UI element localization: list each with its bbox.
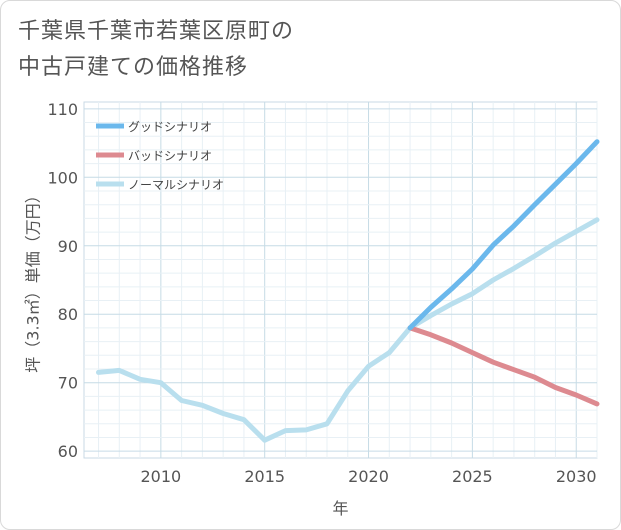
y-axis-title: 坪（3.3㎡）単価（万円）	[24, 187, 43, 372]
x-tick-label: 2015	[244, 467, 285, 486]
legend-label: バッドシナリオ	[128, 149, 212, 163]
x-axis-title: 年	[332, 499, 348, 518]
y-tick-label: 70	[58, 374, 78, 393]
y-tick-label: 90	[58, 237, 78, 256]
tick-labels: 2010 2015 2020 2025 2030 60 70 80 90 100 110	[47, 100, 596, 486]
legend-label: グッドシナリオ	[128, 120, 212, 134]
y-tick-label: 110	[47, 100, 78, 119]
y-tick-label: 60	[58, 442, 78, 461]
x-tick-label: 2030	[556, 467, 597, 486]
chart-title-line-1: 千葉県千葉市若葉区原町の	[18, 19, 295, 44]
chart-title: 千葉県千葉市若葉区原町の 中古戸建ての価格推移	[18, 14, 294, 86]
x-tick-label: 2010	[140, 467, 181, 486]
series-line-bad	[407, 325, 600, 407]
series-lines	[96, 139, 600, 443]
chart-title-line-2: 中古戸建ての価格推移	[18, 55, 249, 80]
legend-label: ノーマルシナリオ	[128, 178, 224, 192]
series-line-normal	[96, 217, 600, 443]
y-tick-label: 80	[58, 305, 78, 324]
series-line-good	[407, 139, 600, 331]
y-tick-label: 100	[47, 168, 78, 187]
x-tick-label: 2025	[452, 467, 493, 486]
grid-lines	[83, 101, 598, 459]
x-tick-label: 2020	[348, 467, 389, 486]
